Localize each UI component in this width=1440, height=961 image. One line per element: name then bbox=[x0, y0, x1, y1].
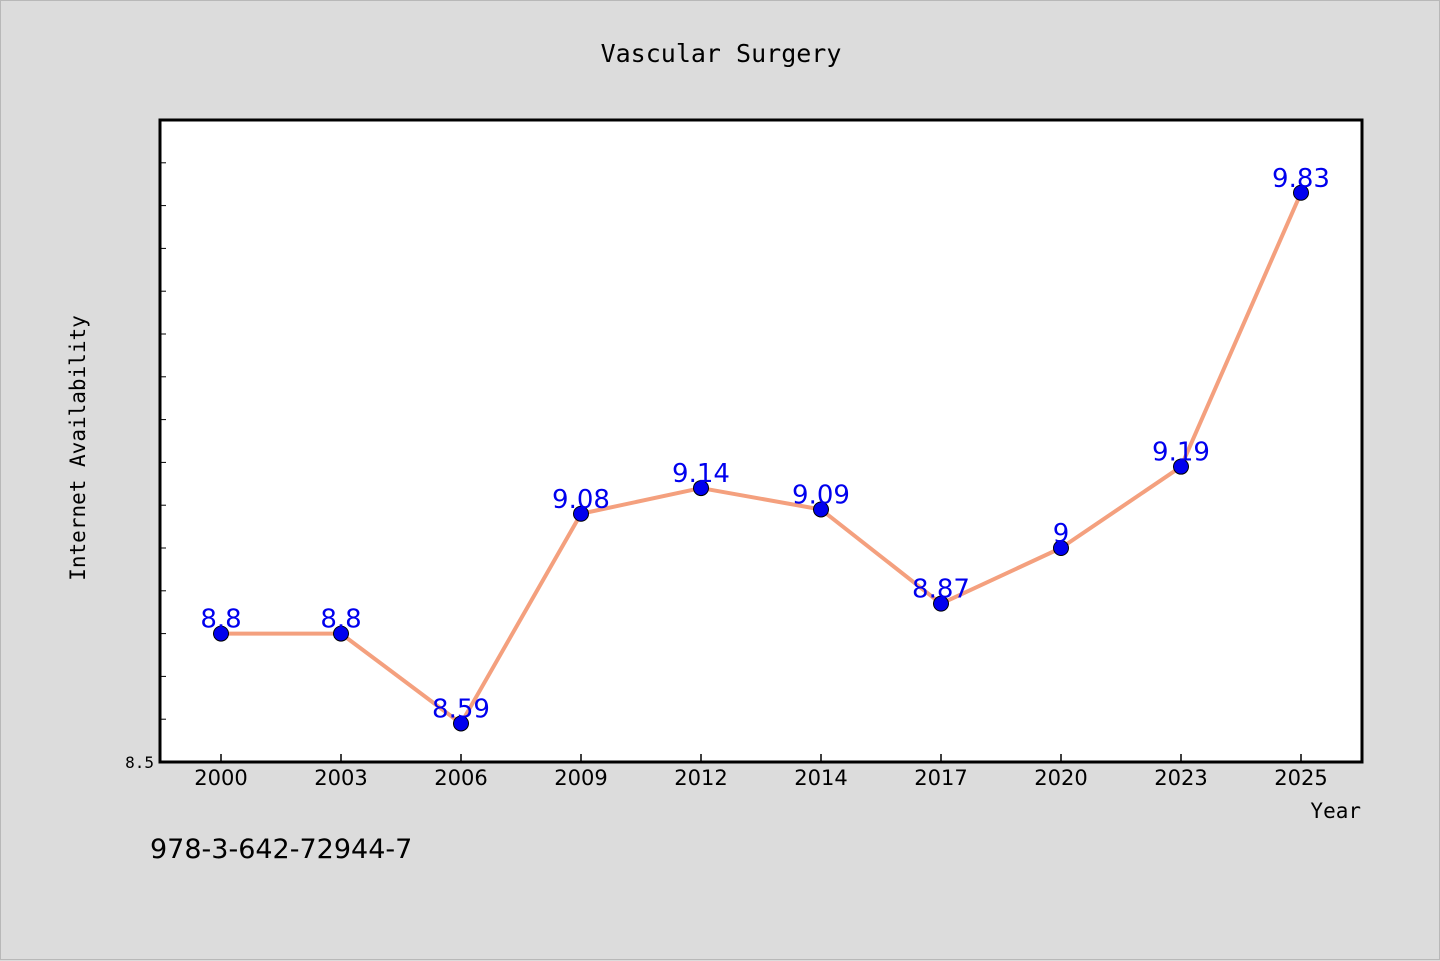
data-point bbox=[1293, 184, 1309, 201]
data-point bbox=[213, 625, 229, 642]
x-tick-label: 2023 bbox=[1154, 766, 1207, 790]
data-label: 8.8 bbox=[200, 605, 241, 635]
x-axis-ticks bbox=[220, 754, 1302, 762]
data-point bbox=[693, 480, 709, 497]
x-tick-label: 2014 bbox=[794, 766, 847, 790]
chart-title: Vascular Surgery bbox=[601, 39, 842, 68]
data-labels: 8.8 8.8 8.59 9.08 9.14 9.09 8.87 9 9.19 9.83 bbox=[200, 164, 1330, 725]
x-axis-label: Year bbox=[1310, 799, 1361, 823]
x-tick-label: 2000 bbox=[194, 766, 247, 790]
y-axis-minor-ticks bbox=[160, 162, 166, 720]
data-point bbox=[1053, 540, 1069, 556]
series-line bbox=[219, 190, 1303, 726]
data-point bbox=[573, 505, 589, 522]
footnote: 978-3-642-72944-7 bbox=[150, 834, 413, 865]
data-label: 9.19 bbox=[1152, 438, 1210, 468]
data-markers bbox=[213, 184, 1309, 732]
x-tick-label: 2025 bbox=[1274, 766, 1327, 790]
data-label: 8.87 bbox=[912, 575, 970, 605]
data-label: 8.8 bbox=[320, 605, 361, 635]
data-point bbox=[933, 595, 949, 612]
x-tick-label: 2012 bbox=[674, 766, 727, 790]
data-label: 9.09 bbox=[792, 480, 850, 510]
data-label: 9.08 bbox=[552, 485, 610, 515]
data-label: 9 bbox=[1053, 519, 1070, 549]
data-point bbox=[333, 625, 349, 642]
data-label: 9.14 bbox=[672, 459, 730, 489]
x-axis-tick-labels: 2000 2003 2006 2009 2012 2014 2017 2020 2023 2025 bbox=[194, 766, 1327, 790]
x-tick-label: 2017 bbox=[914, 766, 967, 790]
data-label: 8.59 bbox=[432, 694, 490, 724]
data-point bbox=[1173, 458, 1189, 475]
data-label: 9.83 bbox=[1272, 164, 1330, 194]
x-tick-label: 2003 bbox=[314, 766, 367, 790]
y-tick-label: 8.5 bbox=[125, 753, 154, 772]
data-point bbox=[453, 715, 469, 732]
y-axis-tick-labels: 8.5 bbox=[125, 753, 154, 772]
plot-area bbox=[158, 118, 1364, 764]
x-tick-label: 2009 bbox=[554, 766, 607, 790]
y-axis-label: Internet Availability bbox=[66, 315, 90, 581]
data-point bbox=[813, 501, 829, 518]
x-tick-label: 2006 bbox=[434, 766, 487, 790]
x-tick-label: 2020 bbox=[1034, 766, 1087, 790]
